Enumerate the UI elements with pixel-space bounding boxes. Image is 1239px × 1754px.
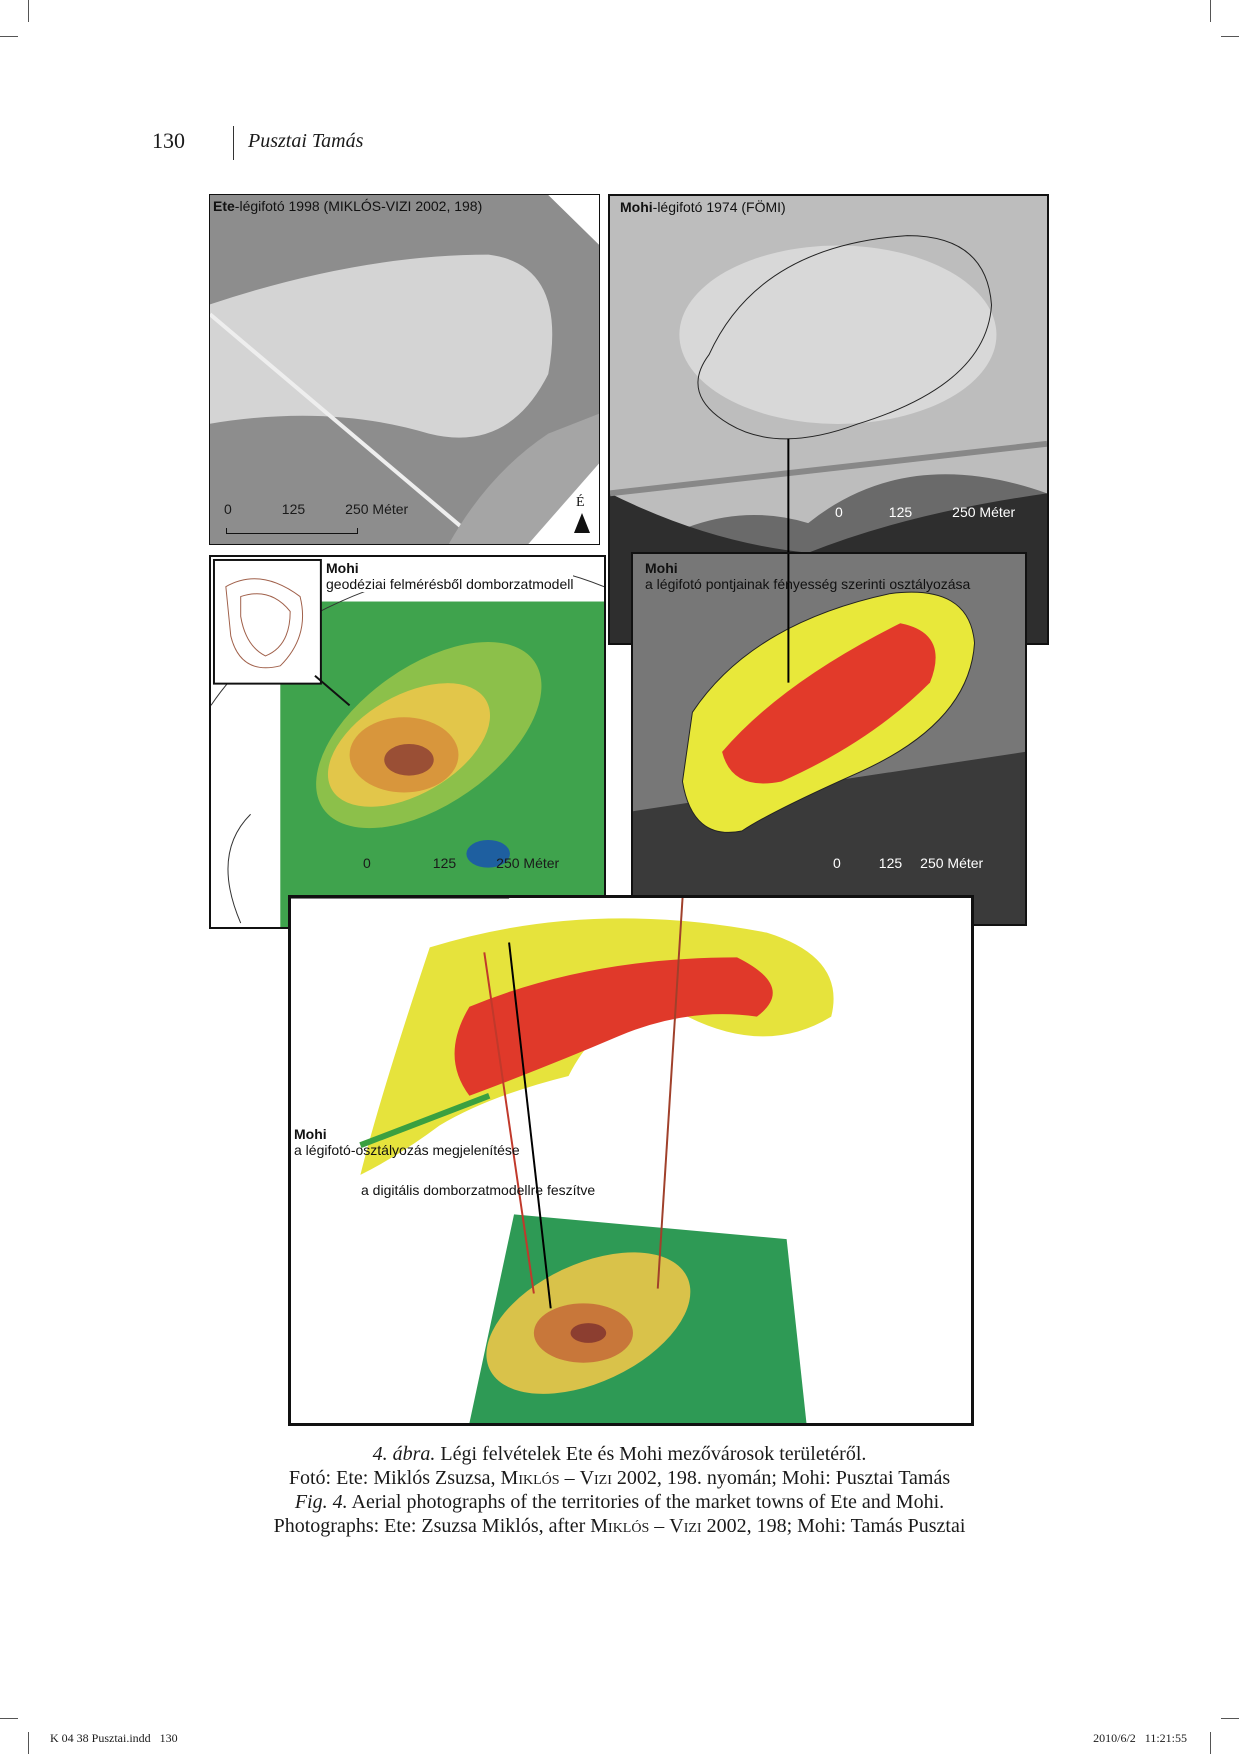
elevation-model-map [211, 558, 604, 927]
scale-bar-line [226, 528, 358, 534]
panel-title: Ete-légifotó 1998 (MIKLÓS-VIZI 2002, 198… [213, 198, 483, 214]
scale-bar: 0 125 250 Méter [835, 504, 1016, 520]
panel-title: Mohi a légifotó-osztályozás megjelenítése [294, 1126, 520, 1158]
aerial-photo-ete [210, 195, 599, 544]
running-author: Pusztai Tamás [248, 130, 364, 152]
panel-ete-aerial-photo: Ete-légifotó 1998 (MIKLÓS-VIZI 2002, 198… [209, 194, 600, 545]
panel-mohi-3d-draped: Mohi a légifotó-osztályozás megjelenítése… [288, 895, 974, 1426]
panel-title: Mohi a légifotó pontjainak fényesség szer… [645, 560, 971, 592]
scale-bar: 0 125 250 Méter [363, 855, 560, 871]
scale-bar: 0 125 250 Méter [833, 855, 984, 871]
north-arrow-icon [574, 513, 590, 533]
crop-mark [0, 36, 18, 37]
crop-mark [28, 0, 29, 22]
footer-file: K 04 38 Pusztai.indd 130 [50, 1731, 178, 1745]
caption-credit-en: Photographs: Ete: Zsuzsa Miklós, after M… [273, 1515, 966, 1537]
crop-mark [1221, 36, 1239, 37]
crop-mark [1221, 1718, 1239, 1719]
panel-title: Mohi-légifotó 1974 (FÖMI) [620, 199, 786, 215]
3d-draped-model [291, 898, 834, 1423]
header-divider [233, 126, 234, 160]
panel-title: Mohi geodéziai felmérésből domborzatmodel… [326, 560, 574, 592]
classification-map [633, 554, 1025, 924]
north-label: É [576, 495, 585, 510]
panel-mohi-elevation-model: Mohi geodéziai felmérésből domborzatmodel… [209, 555, 606, 929]
page-number: 130 [152, 128, 185, 153]
crop-mark [1210, 0, 1211, 22]
crop-mark [1210, 1732, 1211, 1754]
figure-caption: 4. ábra. Légi felvételek Ete és Mohi mez… [0, 1442, 1239, 1538]
panel-mohi-brightness-classification: Mohi a légifotó pontjainak fényesség szer… [631, 552, 1027, 926]
footer-timestamp: 2010/6/2 11:21:55 [1093, 1731, 1187, 1745]
caption-line-hu: 4. ábra. Légi felvételek Ete és Mohi mez… [372, 1443, 867, 1465]
caption-line-en: Fig. 4. Aerial photographs of the territ… [294, 1491, 945, 1513]
crop-mark [0, 1718, 18, 1719]
caption-credit-hu: Fotó: Ete: Miklós Zsuzsa, Miklós – Vizi … [288, 1467, 951, 1489]
crop-mark [28, 1732, 29, 1754]
scale-bar: 0 125 250 Méter [224, 501, 409, 517]
panel-subtitle: a digitális domborzatmodellre feszítve [361, 1182, 596, 1198]
